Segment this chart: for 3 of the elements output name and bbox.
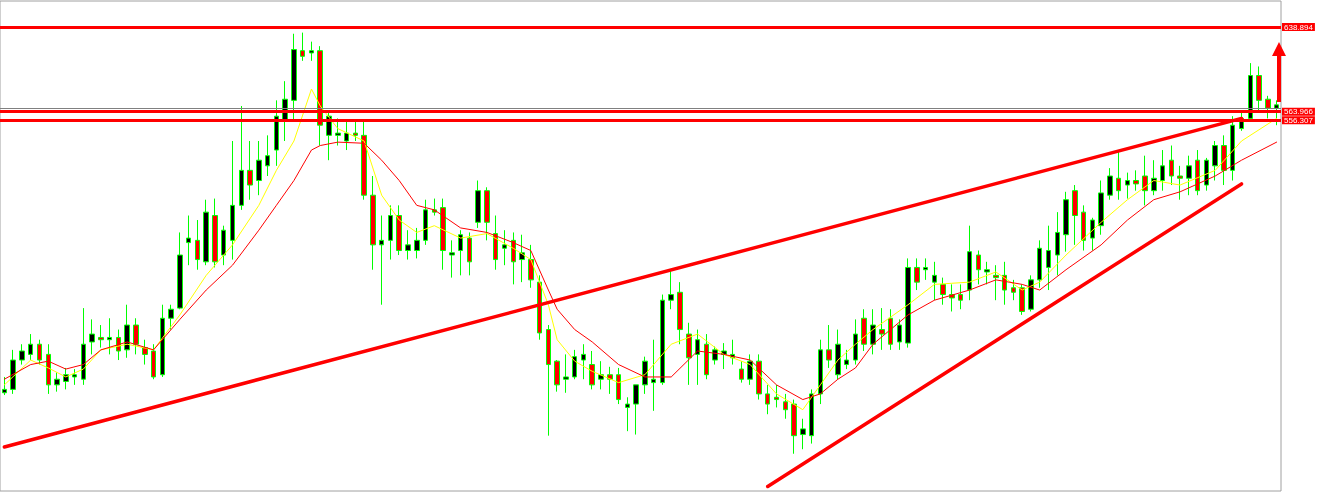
y-tick-label: 638.894 xyxy=(1284,22,1314,32)
y-tick-label: 563.966 xyxy=(1284,107,1314,117)
y-tick-label: 556.307 xyxy=(1284,115,1314,125)
